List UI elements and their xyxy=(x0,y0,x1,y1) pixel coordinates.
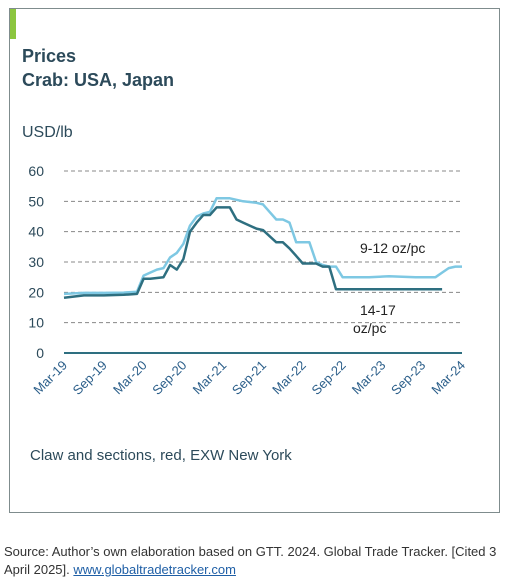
x-tick-label: Sep-22 xyxy=(308,358,348,398)
x-tick-label: Mar-22 xyxy=(269,358,309,398)
annotation-9-12: 9-12 oz/pc xyxy=(360,240,425,256)
x-tick-label: Mar-19 xyxy=(30,358,70,398)
y-tick-label: 40 xyxy=(28,224,44,240)
x-tick-label: Sep-19 xyxy=(70,358,110,398)
source-text: Source: Author’s own elaboration based o… xyxy=(4,544,497,577)
chart-title: Prices Crab: USA, Japan xyxy=(22,44,174,92)
series-lines xyxy=(63,197,462,300)
y-axis-ticks: 0 10 20 30 40 50 60 xyxy=(28,163,44,361)
source-link[interactable]: www.globaltradetracker.com xyxy=(73,562,236,577)
x-tick-label: Sep-20 xyxy=(149,358,189,398)
y-tick-label: 20 xyxy=(28,284,44,300)
chart-subtitle: Claw and sections, red, EXW New York xyxy=(30,447,292,464)
x-tick-label: Mar-21 xyxy=(190,358,230,398)
y-tick-label: 60 xyxy=(28,163,44,179)
y-tick-label: 30 xyxy=(28,254,44,270)
series-line-9-12 xyxy=(63,197,462,296)
x-tick-label: Sep-21 xyxy=(229,358,269,398)
y-tick-label: 0 xyxy=(36,345,44,361)
y-tick-label: 10 xyxy=(28,315,44,331)
chart-panel xyxy=(9,8,500,513)
x-tick-label: Mar-23 xyxy=(349,358,389,398)
annotation-14-17-line1: 14-17 xyxy=(360,302,396,318)
title-line-2: Crab: USA, Japan xyxy=(22,70,175,90)
accent-bar xyxy=(10,9,16,39)
x-axis-ticks: Mar-19 Sep-19 Mar-20 Sep-20 Mar-21 Sep-21 Mar-… xyxy=(30,358,468,398)
series-line-14-17 xyxy=(63,206,443,300)
x-tick-label: Mar-24 xyxy=(428,358,468,398)
x-tick-label: Sep-23 xyxy=(388,358,428,398)
source-note: Source: Author’s own elaboration based o… xyxy=(4,543,504,579)
unit-label: USD/lb xyxy=(22,124,73,141)
annotation-14-17-line2: oz/pc xyxy=(353,320,386,336)
x-tick-label: Mar-20 xyxy=(110,358,150,398)
y-tick-label: 50 xyxy=(28,193,44,209)
title-line-1: Prices xyxy=(22,46,77,66)
